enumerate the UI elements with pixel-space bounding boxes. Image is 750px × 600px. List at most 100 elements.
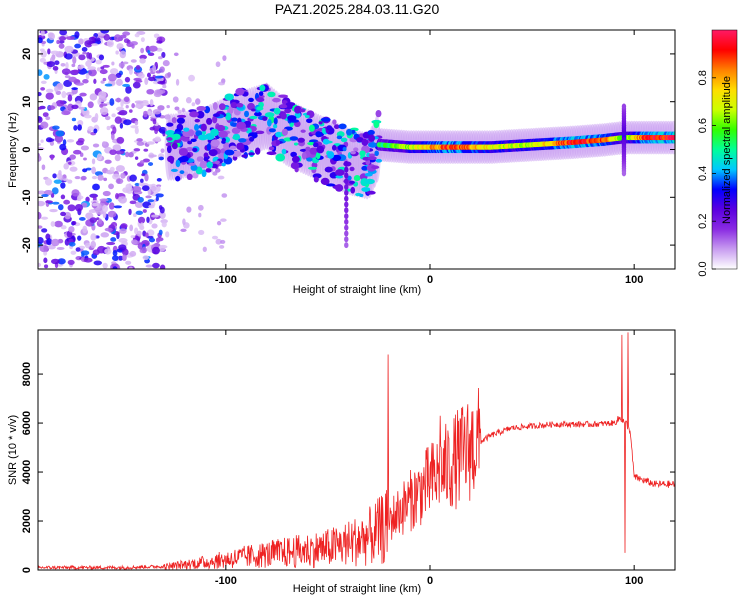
spectrogram-noise-blob xyxy=(122,248,129,256)
spectrogram-noise-blob xyxy=(117,111,125,115)
spectrogram-ridge-blob xyxy=(349,166,355,172)
spectrogram-noise-blob xyxy=(154,128,158,135)
spectrogram-ridge-blob xyxy=(316,145,325,154)
spectrogram-noise-blob xyxy=(112,173,121,180)
spectrogram-noise-blob xyxy=(215,238,222,245)
spectrogram-ridge-blob xyxy=(272,123,278,129)
spectrogram-noise-blob xyxy=(115,150,125,155)
spectrogram-noise-blob xyxy=(136,138,143,142)
spectrogram-noise-blob xyxy=(75,247,81,252)
spectrogram-noise-blob xyxy=(79,217,86,221)
spectrogram-noise-blob xyxy=(50,221,56,227)
spectrogram-noise-blob xyxy=(156,40,163,44)
spectrogram-noise-blob xyxy=(63,178,69,182)
spectrogram-noise-blob xyxy=(109,98,115,106)
spectrogram-noise-blob xyxy=(115,193,119,200)
spectrogram-ridge-blob xyxy=(167,155,175,163)
spectrogram-noise-blob xyxy=(52,173,57,179)
spectrogram-noise-blob xyxy=(85,60,92,67)
spectrogram-noise-blob xyxy=(40,50,47,58)
spectrogram-noise-blob xyxy=(40,216,49,220)
spectrogram-noise-blob xyxy=(144,173,149,182)
spectrogram-noise-blob xyxy=(154,75,164,79)
spectrogram-noise-blob xyxy=(188,74,195,82)
spectrogram-noise-blob xyxy=(58,169,62,176)
spectrogram-noise-blob xyxy=(91,175,98,180)
y-tick-label: 2000 xyxy=(21,509,33,533)
spectrogram-noise-blob xyxy=(64,45,74,53)
spectrogram-noise-blob xyxy=(134,156,139,160)
spectrogram-noise-blob xyxy=(45,92,54,100)
spectrogram-ridge-blob xyxy=(183,127,190,132)
spectrogram-noise-blob xyxy=(61,91,67,99)
spectrogram-noise-blob xyxy=(156,184,162,188)
spectrogram-ridge-blob xyxy=(375,158,383,163)
y-tick-label: 4000 xyxy=(21,460,33,484)
spectrogram-streak xyxy=(344,172,349,179)
spectrogram-ridge-blob xyxy=(273,107,281,115)
spectrogram-noise-blob xyxy=(119,122,124,129)
spectrogram-noise-blob xyxy=(64,75,71,79)
spectrogram-ridge-blob xyxy=(225,112,232,121)
spectrogram-noise-blob xyxy=(216,220,222,226)
spectrogram-noise-blob xyxy=(134,33,140,38)
spectrogram-noise-blob xyxy=(48,32,55,41)
spectrogram-noise-blob xyxy=(158,126,167,134)
spectrogram-noise-blob xyxy=(90,233,97,241)
spectrogram-ridge-blob xyxy=(262,116,268,121)
spectrogram-noise-blob xyxy=(74,175,81,180)
spectrogram-noise-blob xyxy=(82,225,88,234)
spectrogram-noise-blob xyxy=(133,148,141,152)
spectrogram-noise-blob xyxy=(98,90,107,99)
spectrogram-ridge-blob xyxy=(335,175,344,179)
spectrogram-streak xyxy=(344,189,349,196)
spectrogram-noise-blob xyxy=(141,246,147,254)
spectrogram-noise-blob xyxy=(58,36,67,41)
spectrogram-noise-blob xyxy=(162,84,167,89)
spectrogram-ridge-blob xyxy=(289,136,299,141)
spectrogram-noise-blob xyxy=(106,241,116,246)
spectrogram-ridge-blob xyxy=(199,160,208,169)
spectrogram-ridge-blob xyxy=(166,122,174,127)
spectrogram-noise-blob xyxy=(77,124,82,131)
spectrogram-noise-blob xyxy=(80,175,87,181)
spectrogram-noise-blob xyxy=(38,190,46,195)
spectrogram-noise-blob xyxy=(131,239,138,245)
spectrogram-noise-blob xyxy=(71,87,78,91)
spectrogram-noise-blob xyxy=(103,177,108,182)
colorbar-tick-label: 0.2 xyxy=(697,214,709,229)
spectrogram-ridge-blob xyxy=(206,143,211,151)
spectrogram-streak xyxy=(621,103,627,110)
spectrogram-noise-blob xyxy=(41,164,46,171)
spectrogram-noise-blob xyxy=(94,113,99,121)
spectrogram-noise-blob xyxy=(124,76,131,83)
spectrogram-ridge-blob xyxy=(206,117,213,125)
spectrogram-ridge-blob xyxy=(179,170,185,175)
spectrogram-noise-blob xyxy=(38,155,42,162)
spectrogram-noise-blob xyxy=(174,106,180,111)
x-tick-label: 0 xyxy=(427,575,433,587)
spectrogram-ridge-blob xyxy=(171,117,177,124)
spectrogram-noise-blob xyxy=(102,190,111,197)
spectrogram-noise-blob xyxy=(140,37,145,43)
spectrogram-noise-blob xyxy=(135,79,143,83)
spectrogram-noise-blob xyxy=(156,89,166,94)
spectrogram-noise-blob xyxy=(74,43,82,49)
spectrogram-ridge-blob xyxy=(304,114,310,119)
spectrogram-noise-blob xyxy=(158,245,166,252)
spectrogram-noise-blob xyxy=(104,159,112,164)
spectrogram-ridge-blob xyxy=(364,172,373,177)
spectrogram-ridge-blob xyxy=(373,121,380,129)
spectrogram-noise-blob xyxy=(128,266,133,269)
spectrogram-noise-blob xyxy=(93,78,97,84)
spectrogram-noise-blob xyxy=(85,212,94,220)
spectrogram-noise-blob xyxy=(79,92,87,97)
spectrogram-ridge-blob xyxy=(333,124,340,130)
spectrogram-noise-blob xyxy=(146,141,155,145)
spectrogram-noise-blob xyxy=(71,63,76,68)
spectrogram-ridge-blob xyxy=(208,149,218,157)
spectrogram-noise-blob xyxy=(96,153,103,161)
spectrogram-ridge-blob xyxy=(212,102,218,111)
